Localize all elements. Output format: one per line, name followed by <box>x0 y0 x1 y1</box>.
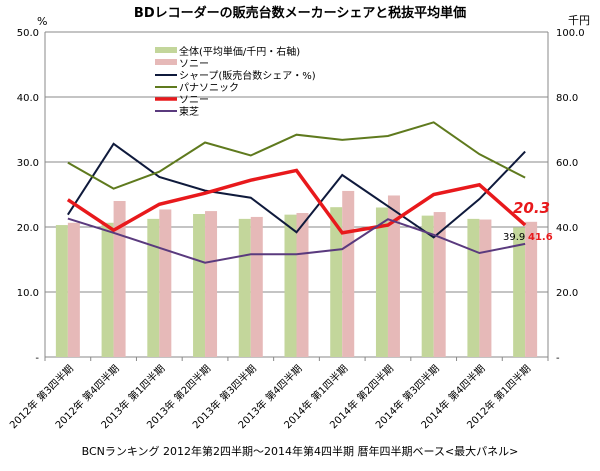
chart-footer: BCNランキング 2012年第2四半期～2014年第4四半期 暦年四半期ベース<… <box>82 444 519 458</box>
bar-total-price <box>101 222 114 357</box>
left-tick-label: 40.0 <box>17 93 39 104</box>
bar-sony-price <box>433 212 446 357</box>
bar-total-price <box>55 225 68 357</box>
left-axis-unit: % <box>37 15 47 28</box>
legend-swatch <box>155 47 177 53</box>
left-tick-label: 30.0 <box>17 158 39 169</box>
right-tick-label: 100.0 <box>556 28 585 39</box>
bar-sony-price <box>342 190 355 357</box>
bar-total-price <box>284 214 297 357</box>
legend-label: パナソニック <box>179 82 239 94</box>
bar-total-price <box>193 214 206 357</box>
legend-label: シャープ(販売台数シェア・%) <box>179 69 316 82</box>
bar-sony-price <box>479 219 492 357</box>
legend-label: 東芝 <box>179 105 199 118</box>
line-sharp-share <box>67 142 526 239</box>
bar-total-price <box>238 218 251 357</box>
line-panasonic-share <box>67 121 526 190</box>
line-toshiba-share <box>67 217 526 264</box>
left-tick-label: - <box>35 353 39 364</box>
annotation-total-price: 39.9 <box>503 232 525 243</box>
legend-label: 全体(平均単価/千円・右軸) <box>179 45 300 58</box>
right-axis-unit: 千円 <box>568 14 590 27</box>
right-tick-label: 40.0 <box>556 223 578 234</box>
legend-swatch <box>155 59 177 65</box>
annotation-sony-share: 20.3 <box>513 199 550 217</box>
chart-title: BDレコーダーの販売台数メーカーシェアと税抜平均単価 <box>134 5 466 21</box>
legend-label: ソニー <box>179 59 209 70</box>
bar-total-price <box>330 207 343 357</box>
left-tick-label: 50.0 <box>17 28 39 39</box>
bar-total-price <box>421 215 434 357</box>
left-tick-label: 10.0 <box>17 288 39 299</box>
bar-sony-price <box>113 201 126 357</box>
bar-total-price <box>513 227 526 357</box>
bar-sony-price <box>205 211 218 357</box>
bar-sony-price <box>525 221 538 357</box>
bar-total-price <box>467 218 480 357</box>
bar-sony-price <box>250 216 263 357</box>
left-tick-label: 20.0 <box>17 223 39 234</box>
bar-sony-price <box>296 213 309 357</box>
right-tick-label: - <box>556 353 560 364</box>
annotation-sony-price: 41.6 <box>528 232 553 243</box>
bar-total-price <box>147 218 160 357</box>
legend-label: ソニー <box>179 95 209 106</box>
bar-sony-price <box>159 209 172 357</box>
right-tick-label: 60.0 <box>556 158 578 169</box>
bar-sony-price <box>387 195 400 357</box>
right-tick-label: 80.0 <box>556 93 578 104</box>
bar-sony-price <box>67 222 80 357</box>
bar-total-price <box>375 207 388 357</box>
line-sony-share <box>66 168 527 235</box>
right-tick-label: 20.0 <box>556 288 578 299</box>
